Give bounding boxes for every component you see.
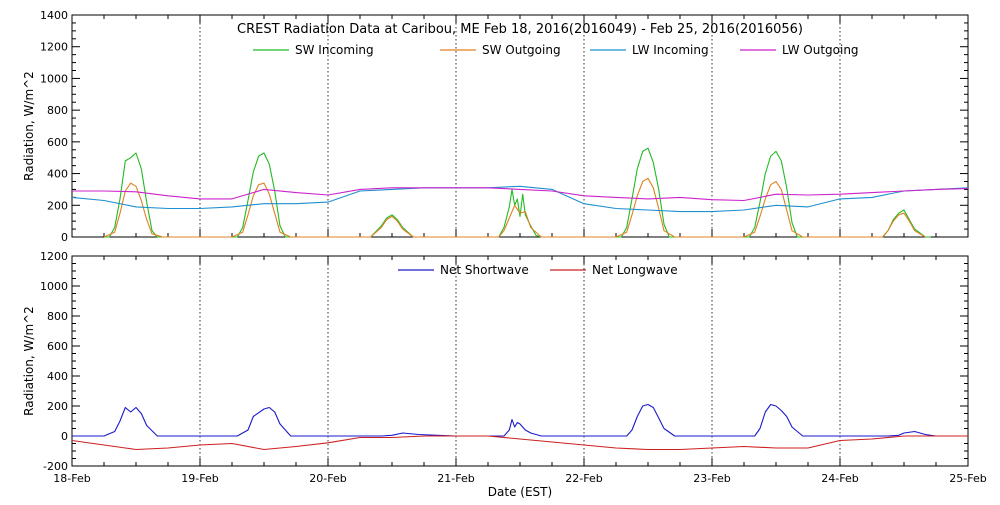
y-axis-title: Radiation, W/m^2	[22, 306, 36, 416]
x-axis-title: Date (EST)	[488, 485, 552, 499]
series-line-sw-outgoing	[103, 177, 926, 238]
series-line-lw-outgoing	[72, 187, 969, 202]
x-tick-label: 18-Feb	[53, 472, 90, 485]
legend-label: LW Incoming	[632, 43, 709, 57]
x-tick-label: 23-Feb	[693, 472, 730, 485]
y-tick-label: 400	[47, 168, 68, 181]
x-tick-label: 22-Feb	[565, 472, 602, 485]
y-tick-label: 1400	[40, 9, 68, 22]
chart-title: CREST Radiation Data at Caribou, ME Feb …	[237, 22, 803, 37]
y-tick-label: 600	[47, 136, 68, 149]
y-tick-label: 800	[47, 104, 68, 117]
y-axis-title: Radiation, W/m^2	[22, 71, 36, 181]
y-tick-label: 800	[47, 310, 68, 323]
y-tick-label: 1200	[40, 250, 68, 263]
x-tick-label: 19-Feb	[181, 472, 218, 485]
legend-label: Net Longwave	[592, 263, 678, 277]
panel-1: 0 200 400 600 800 1000 1200 1400 Radiation, W/m^…	[22, 9, 969, 244]
y-tick-label: 0	[61, 231, 68, 244]
y-tick-label: 600	[47, 340, 68, 353]
x-tick-label: 25-Feb	[949, 472, 986, 485]
x-tick-label: 21-Feb	[437, 472, 474, 485]
plot-frame	[71, 255, 969, 467]
panel-2: -200 0 200 400 600 800 1000 1200 Radiation, W/m^…	[22, 250, 987, 499]
y-tick-label: 200	[47, 199, 68, 212]
y-tick-label: -200	[43, 460, 68, 473]
x-tick-label: 20-Feb	[309, 472, 346, 485]
legend-label: SW Outgoing	[482, 43, 561, 57]
y-tick-label: 1000	[40, 280, 68, 293]
series-line-net-shortwave	[72, 403, 968, 437]
y-tick-label: 1000	[40, 72, 68, 85]
series-line-net-longwave	[71, 435, 968, 451]
legend-label: Net Shortwave	[440, 263, 529, 277]
y-tick-label: 1200	[40, 41, 68, 54]
y-tick-label: 400	[47, 370, 68, 383]
y-tick-label: 0	[61, 430, 68, 443]
legend-label: SW Incoming	[295, 43, 374, 57]
series-line-sw-incoming	[104, 147, 931, 238]
y-tick-label: 200	[47, 400, 68, 413]
series-line-lw-incoming	[71, 185, 969, 213]
x-tick-label: 24-Feb	[821, 472, 858, 485]
legend-label: LW Outgoing	[782, 43, 859, 57]
